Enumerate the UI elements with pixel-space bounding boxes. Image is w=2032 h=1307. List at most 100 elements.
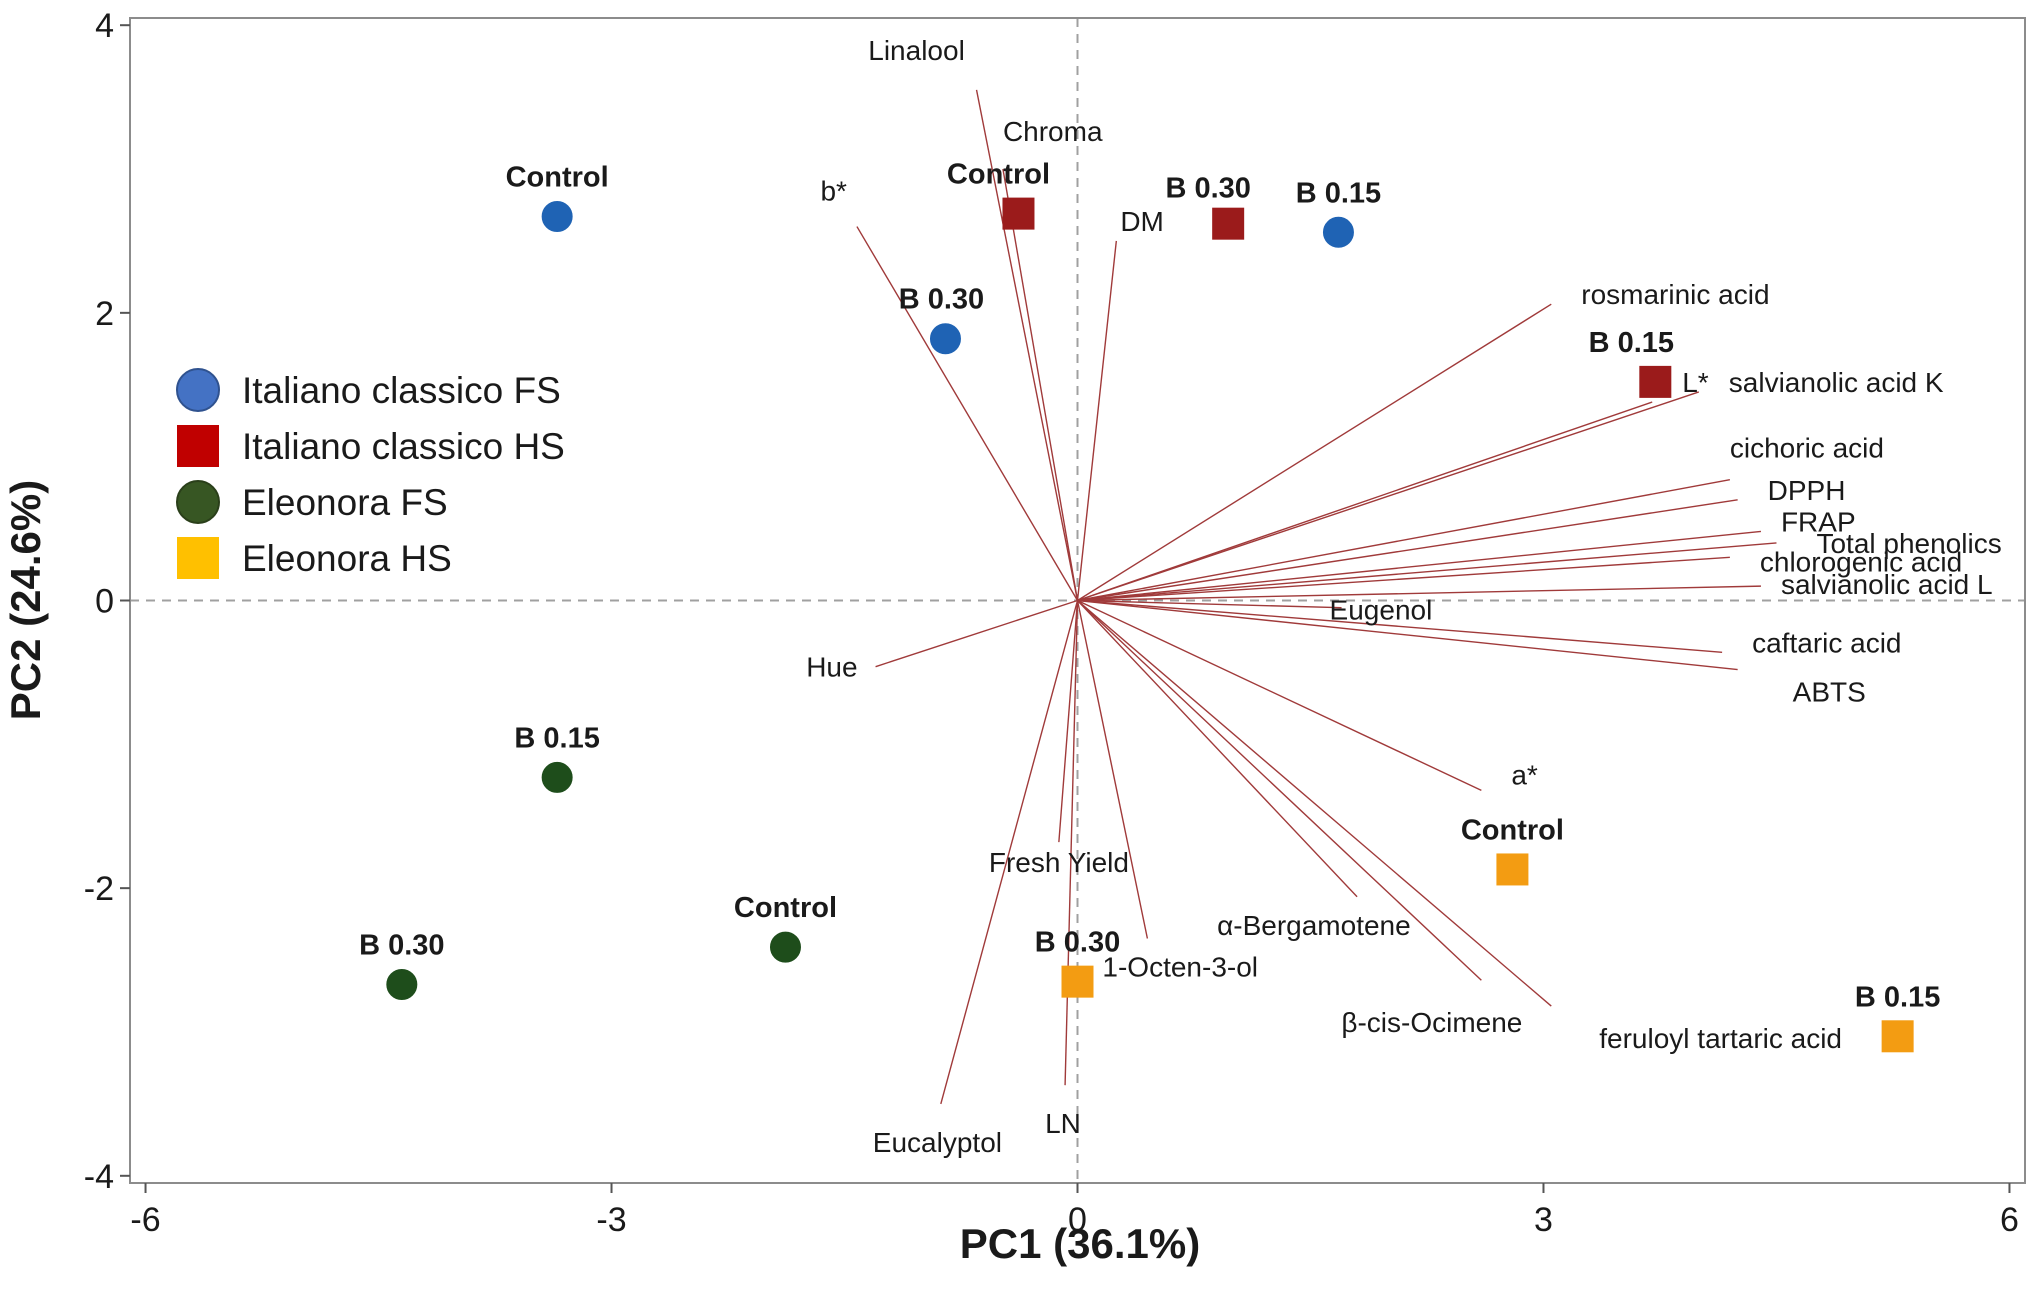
loading-label-hue: Hue — [806, 652, 857, 683]
y-tick-label: 0 — [95, 583, 114, 621]
point-label-eleonora-fs-control: Control — [734, 892, 837, 924]
y-axis-title: PC2 (24.6%) — [2, 480, 49, 720]
legend-label-italiano-classico-fs: Italiano classico FS — [242, 370, 561, 411]
loading-vector-chroma — [1002, 168, 1079, 601]
loading-vector-b — [856, 226, 1079, 601]
loading-label-total-phenolics: Total phenolics — [1816, 528, 2001, 559]
loading-label-fresh-yield: Fresh Yield — [989, 847, 1129, 878]
loading-vector-cis-ocimene — [1077, 599, 1482, 981]
loading-vector-bergamotene — [1076, 600, 1358, 898]
point-eleonora-fs-b-0-15 — [540, 760, 574, 794]
point-label-italiano-classico-hs-control: Control — [947, 159, 1050, 191]
x-tick-label: 6 — [2000, 1201, 2019, 1239]
loading-label-dm: DM — [1120, 206, 1164, 237]
loading-label-salvianolic-acid-k: salvianolic acid K — [1729, 367, 1944, 398]
loading-vector-salvianolic-acid-k — [1077, 391, 1700, 602]
legend-label-italiano-classico-hs: Italiano classico HS — [242, 426, 565, 467]
loading-vector-eucalyptol — [940, 600, 1079, 1105]
loading-label-cis-ocimene: β-cis-Ocimene — [1341, 1007, 1522, 1038]
point-label-eleonora-hs-b-0-15: B 0.15 — [1855, 981, 1940, 1013]
y-tick-label: 2 — [95, 295, 114, 333]
loading-label-linalool: Linalool — [868, 35, 965, 66]
point-italiano-classico-hs-b-0-15 — [1639, 365, 1672, 398]
loading-label-chlorogenic-acid: chlorogenic acid — [1760, 546, 1962, 577]
loading-label-cichoric-acid: cichoric acid — [1730, 433, 1884, 464]
loading-labels: Linalool Chroma b* DM rosmarinic acid L* salvi… — [806, 35, 2002, 1158]
loading-label-1-octen-3-ol: 1-Octen-3-ol — [1102, 951, 1258, 982]
legend-marker-eleonora-hs — [177, 537, 219, 579]
loading-vector-hue — [875, 599, 1078, 668]
loading-label-feruloyl-tartaric-acid: feruloyl tartaric acid — [1599, 1023, 1842, 1054]
loading-label-abts: ABTS — [1793, 677, 1866, 708]
legend-label-eleonora-hs: Eleonora HS — [242, 538, 452, 579]
loading-vector-a — [1077, 599, 1482, 791]
point-italiano-classico-fs-b-0-30 — [928, 322, 962, 356]
loading-label-frap: FRAP — [1781, 506, 1856, 537]
point-italiano-classico-fs-b-0-15 — [1321, 215, 1355, 249]
point-label-eleonora-hs-control: Control — [1461, 814, 1564, 846]
x-axis-title: PC1 (36.1%) — [960, 1220, 1200, 1267]
point-eleonora-hs-control — [1496, 853, 1529, 886]
loading-vector-dpph — [1077, 499, 1738, 602]
legend: Italiano classico FS Italiano classico HS… — [176, 368, 565, 579]
loading-vector-linalool — [975, 89, 1079, 601]
point-label-italiano-classico-fs-b-0-15: B 0.15 — [1296, 177, 1381, 209]
loading-vector-chlorogenic-acid — [1077, 556, 1730, 602]
loading-label-eugenol: Eugenol — [1330, 595, 1433, 626]
loading-vector-eugenol — [1077, 599, 1342, 609]
loading-vector-dm — [1076, 240, 1118, 601]
loading-vector-salvianolic-acid-l — [1077, 585, 1761, 602]
y-tick-label: -4 — [84, 1158, 114, 1196]
legend-label-eleonora-fs: Eleonora FS — [242, 482, 448, 523]
point-label-eleonora-fs-b-0-30: B 0.30 — [359, 930, 444, 962]
legend-marker-italiano-classico-fs — [176, 368, 220, 412]
loading-label-l: L* — [1682, 367, 1709, 398]
score-labels: Control B 0.30 B 0.15 Control B 0.30 B 0.15 B … — [359, 159, 1940, 1014]
legend-marker-italiano-classico-hs — [177, 425, 219, 467]
loading-vector-1-octen-3-ol — [1076, 600, 1149, 939]
loading-vector-caftaric-acid — [1077, 599, 1723, 653]
loading-label-chroma: Chroma — [1003, 116, 1103, 147]
loading-vector-l — [1077, 401, 1653, 602]
loading-label-b: b* — [820, 176, 847, 207]
loading-label-salvianolic-acid-l: salvianolic acid L — [1781, 569, 1993, 600]
point-eleonora-fs-control — [768, 930, 802, 964]
loading-vector-fresh-yield — [1058, 600, 1079, 843]
point-italiano-classico-hs-b-0-30 — [1212, 207, 1245, 240]
point-label-eleonora-hs-b-0-30: B 0.30 — [1035, 927, 1120, 959]
loading-label-ln: LN — [1045, 1108, 1081, 1139]
loading-vector-abts — [1077, 599, 1738, 671]
point-label-italiano-classico-fs-control: Control — [506, 161, 609, 193]
loading-label-dpph: DPPH — [1768, 475, 1846, 506]
loading-vector-total-phenolics — [1077, 542, 1777, 602]
point-label-italiano-classico-fs-b-0-30: B 0.30 — [899, 284, 984, 316]
loading-label-caftaric-acid: caftaric acid — [1752, 627, 1901, 658]
loading-label-a: a* — [1511, 759, 1538, 790]
x-tick-label: 0 — [1068, 1201, 1087, 1239]
legend-marker-eleonora-fs — [176, 480, 220, 524]
point-eleonora-hs-b-0-15 — [1881, 1020, 1914, 1053]
x-tick-label: -6 — [130, 1201, 160, 1239]
point-eleonora-hs-b-0-30 — [1061, 965, 1094, 998]
x-tick-label: -3 — [596, 1201, 626, 1239]
loading-label-rosmarinic-acid: rosmarinic acid — [1581, 279, 1769, 310]
loading-vector-feruloyl-tartaric-acid — [1077, 599, 1552, 1007]
loading-vector-cichoric-acid — [1077, 478, 1731, 602]
loading-vector-rosmarinic-acid — [1077, 303, 1552, 602]
point-label-italiano-classico-hs-b-0-30: B 0.30 — [1165, 173, 1250, 205]
point-italiano-classico-fs-control — [540, 199, 574, 233]
y-tick-label: -2 — [84, 870, 114, 908]
point-label-italiano-classico-hs-b-0-15: B 0.15 — [1589, 327, 1674, 359]
loading-vector-ln — [1064, 600, 1079, 1086]
point-eleonora-fs-b-0-30 — [385, 968, 419, 1002]
loading-label-bergamotene: α-Bergamotene — [1217, 910, 1411, 941]
loading-vectors — [856, 89, 1777, 1105]
point-italiano-classico-hs-control — [1002, 197, 1035, 230]
loading-label-eucalyptol: Eucalyptol — [873, 1127, 1002, 1158]
loading-vector-frap — [1077, 530, 1762, 602]
score-points — [385, 197, 1914, 1053]
y-tick-label: 4 — [95, 7, 114, 45]
axes: -6 -3 0 3 6 -4 -2 0 2 4 — [84, 7, 2019, 1239]
